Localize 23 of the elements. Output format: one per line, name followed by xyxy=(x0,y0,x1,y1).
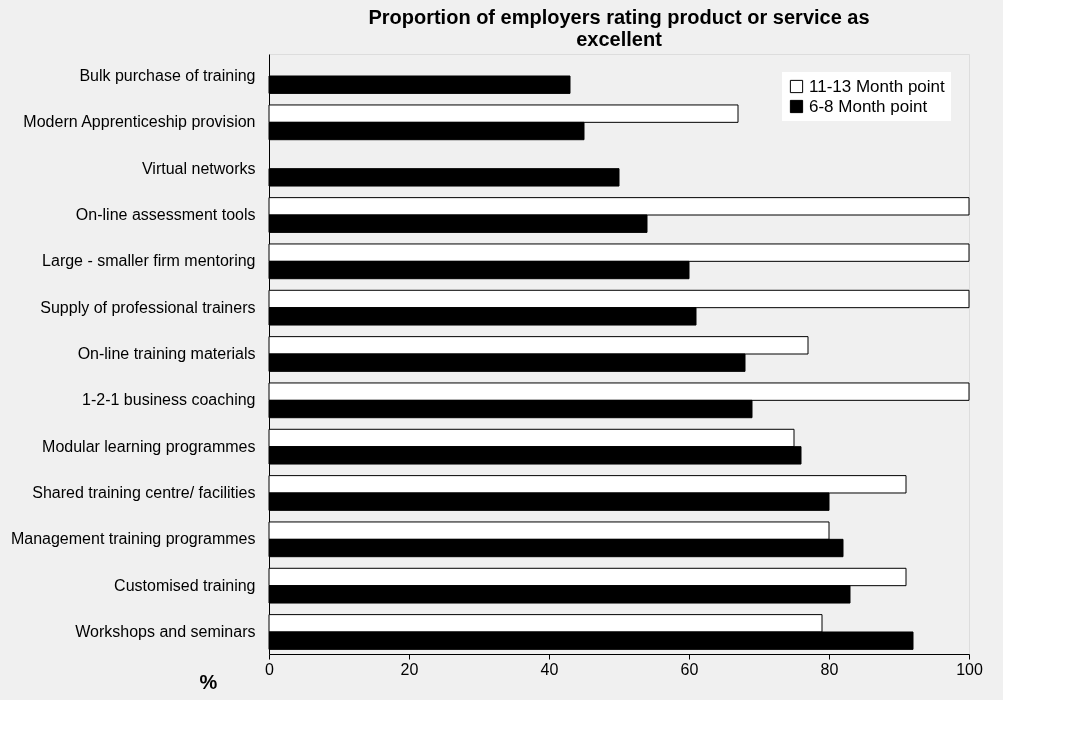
legend-label: 11-13 Month point xyxy=(809,76,946,96)
y-tick-label: Workshops and seminars xyxy=(75,622,256,640)
chart-title: Proportion of employers rating product or service as excellent xyxy=(368,6,870,50)
x-tick-label: 80 xyxy=(820,660,839,678)
y-tick-label: Virtual networks xyxy=(141,159,256,177)
y-tick-label: Shared training centre/ facilities xyxy=(32,484,256,501)
x-tick-label: 100 xyxy=(956,660,983,678)
y-tick-label: Management training programmes xyxy=(10,530,256,548)
y-tick-label: On-line assessment tools xyxy=(75,206,256,223)
y-tick-label: On-line training materials xyxy=(77,345,256,362)
y-tick-label: Modern Apprenticeship provision xyxy=(23,113,256,131)
x-tick-label: 60 xyxy=(680,660,699,678)
y-tick-label: Bulk purchase of training xyxy=(79,67,256,85)
y-tick-label: Large - smaller firm mentoring xyxy=(42,252,256,270)
x-tick-label: 0 xyxy=(265,660,275,678)
y-tick-label: 1-2-1 business coaching xyxy=(82,391,256,409)
x-axis-title: % xyxy=(199,670,218,693)
x-tick-label: 20 xyxy=(400,660,419,678)
y-tick-label: Customised training xyxy=(114,576,256,594)
legend-label: 6-8 Month point xyxy=(809,96,928,116)
y-tick-label: Supply of professional trainers xyxy=(40,298,256,316)
y-tick-label: Modular learning programmes xyxy=(42,437,256,455)
x-tick-label: 40 xyxy=(540,660,559,678)
